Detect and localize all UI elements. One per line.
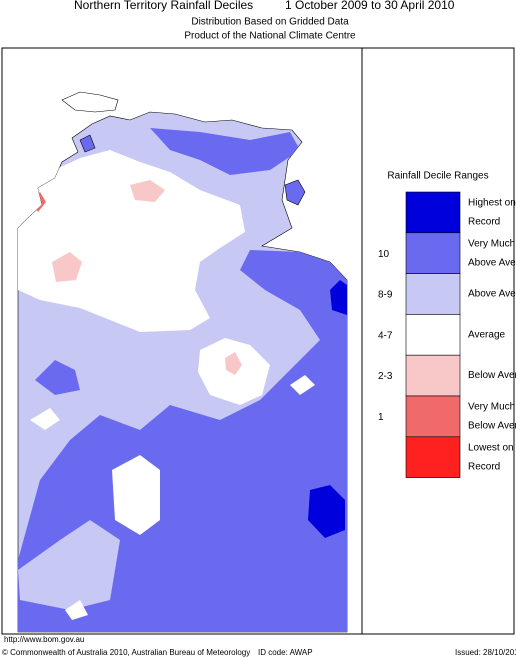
subtitle: Product of the National Climate Centre	[184, 31, 356, 42]
footer-id: ID code: AWAP	[258, 648, 313, 657]
region-below	[52, 252, 82, 282]
legend-swatch	[405, 191, 461, 234]
legend-swatch	[405, 273, 461, 315]
period: 1 October 2009 to 30 April 2010	[285, 0, 455, 12]
legend-label: Record	[468, 461, 500, 472]
legend-swatch	[405, 314, 461, 356]
legend-label: Above Average	[468, 289, 516, 300]
region-average	[112, 455, 160, 535]
region-average	[30, 408, 60, 430]
legend-label: Lowest on	[468, 442, 514, 453]
island	[284, 179, 306, 206]
legend-label: Above Average	[468, 257, 516, 268]
legend: Highest on Record Very Much Above Average 10…	[378, 191, 516, 478]
footer-issued: Issued: 28/10/2010	[455, 648, 516, 657]
legend-range: 1	[378, 412, 384, 423]
region-very-much-above	[35, 360, 80, 395]
legend-title: Rainfall Decile Ranges	[387, 171, 488, 182]
legend-swatch	[405, 436, 461, 478]
legend-range: 10	[378, 249, 390, 260]
legend-label: Below Average	[468, 421, 516, 432]
footer-url: http://www.bom.gov.au	[4, 635, 84, 644]
subtitle: Distribution Based on Gridded Data	[191, 17, 349, 28]
legend-swatch	[405, 354, 461, 397]
legend-range: 2-3	[378, 371, 393, 382]
region-highest	[330, 280, 347, 315]
title: Northern Territory Rainfall Deciles	[74, 0, 253, 12]
legend-label: Highest on	[468, 198, 516, 209]
region-below	[130, 180, 165, 202]
map	[17, 91, 348, 633]
region-very-much-above	[240, 250, 347, 350]
legend-range: 4-7	[378, 330, 393, 341]
region-average	[65, 600, 88, 620]
region-very-much-above	[150, 128, 300, 175]
island	[61, 91, 119, 113]
legend-label: Very Much	[468, 402, 515, 413]
legend-swatch	[405, 232, 461, 274]
legend-label: Record	[468, 217, 500, 228]
legend-range: 8-9	[378, 290, 393, 301]
region-average	[290, 375, 315, 395]
island	[79, 134, 96, 153]
region-highest	[308, 485, 345, 538]
footer-copyright: © Commonwealth of Australia 2010, Austra…	[2, 648, 250, 657]
region-above	[18, 520, 120, 610]
region-average	[18, 150, 245, 332]
legend-swatch	[405, 395, 461, 438]
region-below	[225, 352, 242, 375]
legend-label: Average	[468, 329, 506, 340]
legend-label: Below Average	[468, 370, 516, 381]
legend-label: Very Much	[468, 238, 515, 249]
